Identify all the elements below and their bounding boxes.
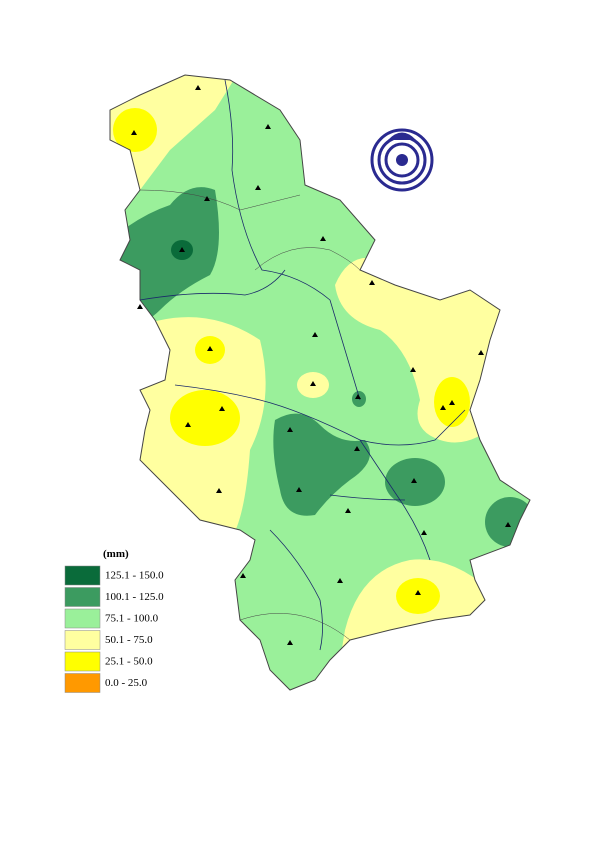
legend: (mm) 125.1 - 150.0 100.1 - 125.0 75.1 - 10…: [64, 548, 164, 693]
legend-label: 75.1 - 100.0: [105, 613, 159, 625]
legend-swatch: [64, 608, 101, 629]
legend-swatch: [64, 651, 101, 672]
logo: [370, 128, 434, 192]
legend-swatch: [64, 630, 101, 650]
legend-label: 50.1 - 75.0: [105, 634, 153, 646]
legend-label: 25.1 - 50.0: [105, 656, 153, 668]
legend-label: 100.1 - 125.0: [105, 591, 164, 603]
legend-title: (mm): [103, 548, 129, 560]
legend-label: 125.1 - 150.0: [105, 570, 164, 582]
zone-25-50: [170, 390, 240, 446]
rivers: [139, 79, 466, 651]
legend-swatch: [64, 565, 101, 586]
legend-swatch: [64, 587, 101, 607]
zone-25-50: [113, 108, 157, 152]
legend-label: 0.0 - 25.0: [105, 677, 148, 689]
legend-swatch: [64, 673, 101, 693]
zone-25-50: [396, 578, 440, 614]
